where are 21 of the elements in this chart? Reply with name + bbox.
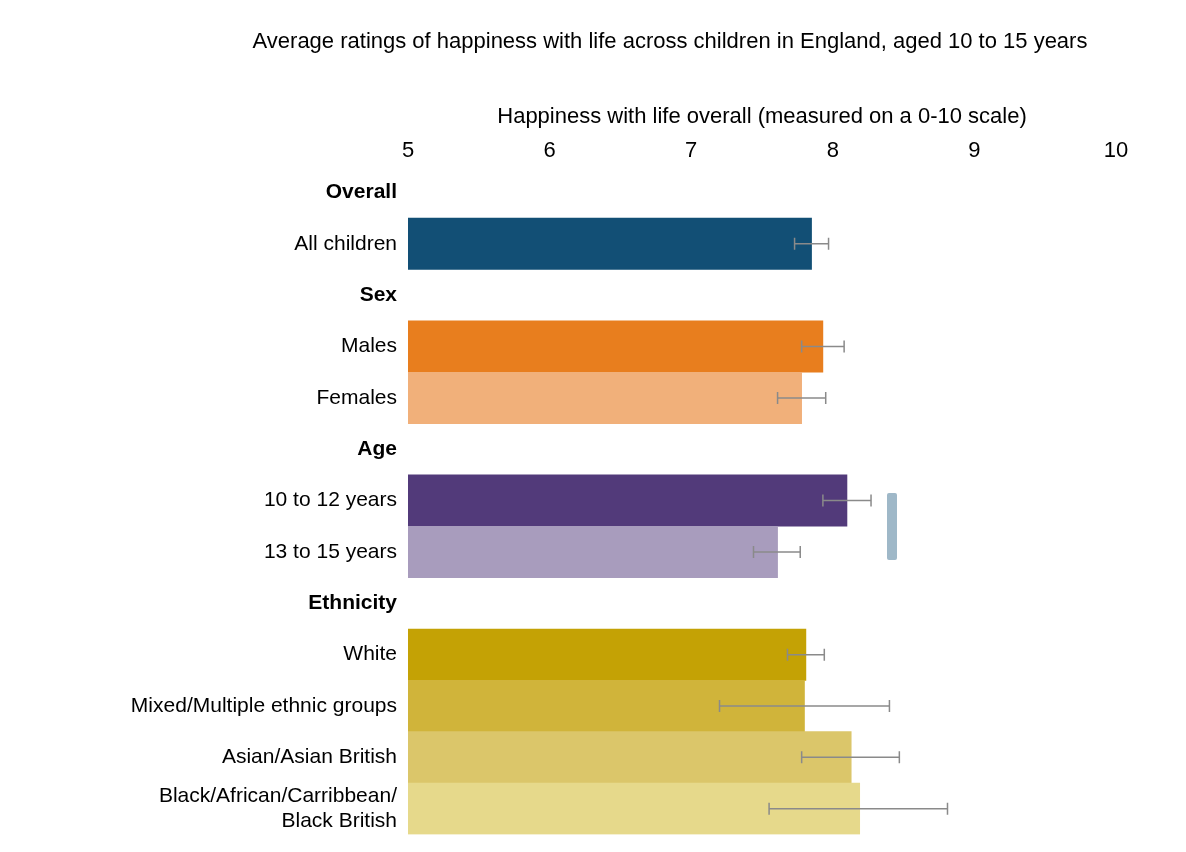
x-tick-label: 7 xyxy=(685,136,698,162)
y-tick-label: Ethnicity xyxy=(308,590,398,614)
y-tick-label: All children xyxy=(294,230,397,254)
y-tick-label: White xyxy=(343,641,397,665)
y-tick-label: 13 to 15 years xyxy=(263,538,397,562)
x-tick-label: 10 xyxy=(1103,136,1129,162)
y-tick-label: Black/African/Carribbean/ Black British xyxy=(158,782,398,832)
y-tick-label: 10 to 12 years xyxy=(263,487,397,511)
y-tick-label: Age xyxy=(357,436,397,460)
y-tick-label: Sex xyxy=(359,281,398,305)
y-tick-label: Females xyxy=(316,384,397,408)
y-tick-label: Males xyxy=(340,333,397,357)
y-tick-label: Mixed/Multiple ethnic groups xyxy=(130,692,397,716)
x-tick-label: 8 xyxy=(826,136,839,162)
x-tick-label: 9 xyxy=(968,136,981,162)
x-tick-label: 6 xyxy=(543,136,556,162)
x-axis-title: Happiness with life overall (measured on a 0-10 scale) xyxy=(497,103,1027,129)
y-tick-label: Asian/Asian British xyxy=(221,744,397,768)
chart-title: Average ratings of happiness with life across children in England, aged 10 to 15 years xyxy=(251,27,1089,55)
x-tick-label: 5 xyxy=(401,136,415,162)
y-tick-label: Overall xyxy=(325,179,397,203)
